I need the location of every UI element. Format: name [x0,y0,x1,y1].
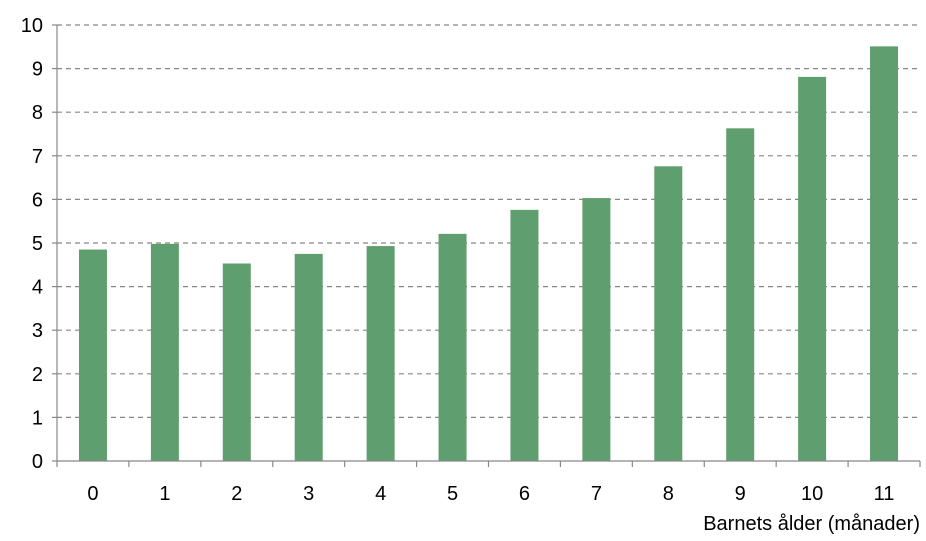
x-tick-label: 3 [303,483,314,505]
bar-8 [654,166,683,461]
axes [52,24,921,467]
bar-5 [438,233,467,461]
x-tick-label: 2 [231,483,242,505]
bar-4 [366,246,395,461]
x-tick-label: 6 [519,483,530,505]
y-tick-label: 6 [32,189,43,211]
bar-0 [78,249,107,461]
x-tick-label: 11 [874,483,895,505]
y-tick-label: 9 [32,59,43,81]
y-tick-label: 1 [32,407,43,429]
x-tick-label: 5 [447,483,458,505]
x-tick-label: 0 [87,483,98,505]
y-tick-label: 3 [32,320,43,342]
bar-3 [294,253,323,461]
x-tick-label: 4 [375,483,386,505]
bar-1 [150,243,179,461]
x-tick-label: 7 [591,483,602,505]
y-tick-label: 7 [32,146,43,168]
bar-7 [582,198,611,462]
bar-2 [222,263,251,461]
bar-10 [798,76,827,461]
x-tick-label: 8 [663,483,674,505]
gridlines [57,24,920,418]
x-axis-title: Barnets ålder (månader) [703,513,920,535]
x-tick-label: 1 [159,483,170,505]
y-tick-label: 0 [32,451,43,473]
bar-6 [510,209,539,461]
bars [78,46,899,462]
x-tick-labels: 0 1 2 3 4 5 6 7 8 9 10 11 [87,483,894,505]
y-tick-label: 8 [32,102,43,124]
y-tick-label: 10 [21,15,43,37]
y-tick-labels: 0 1 2 3 4 5 6 7 8 9 10 [21,15,43,473]
bar-9 [726,128,755,461]
x-tick-label: 10 [801,483,823,505]
y-tick-label: 5 [32,233,43,255]
x-tick-label: 9 [735,483,746,505]
bar-11 [870,46,899,461]
y-tick-label: 2 [32,364,43,386]
y-tick-label: 4 [32,277,43,299]
